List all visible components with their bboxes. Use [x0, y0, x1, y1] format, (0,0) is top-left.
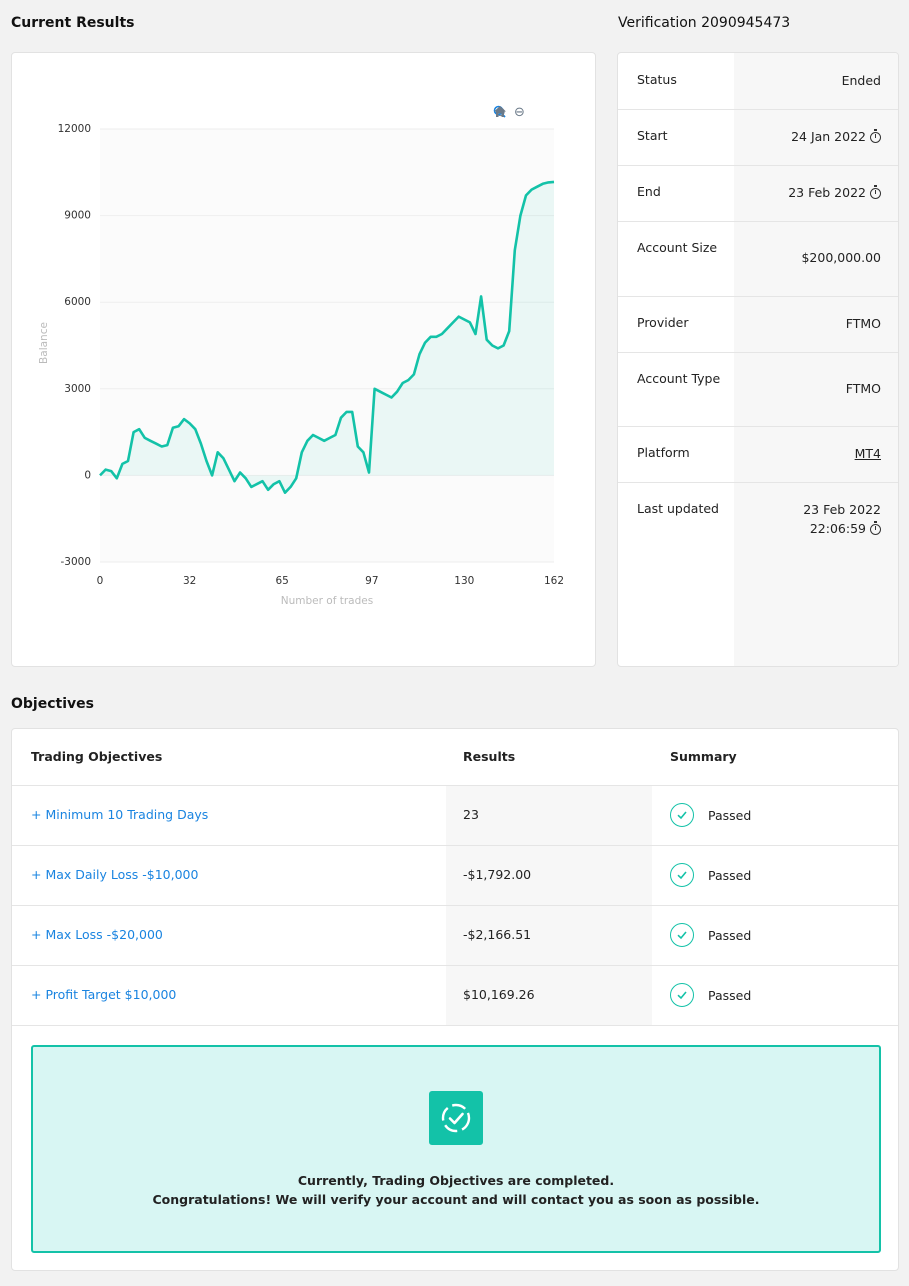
objective-result: -$2,166.51	[463, 927, 532, 942]
success-message-box: Currently, Trading Objectives are comple…	[31, 1045, 881, 1253]
account-size-value: $200,000.00	[801, 250, 881, 265]
header-summary: Summary	[670, 749, 737, 764]
objective-result: 23	[463, 807, 479, 822]
objective-max-loss[interactable]: + Max Loss -$20,000	[31, 927, 163, 942]
x-tick-label: 32	[183, 575, 196, 587]
verif-row-account-size: Account Size $200,000.00	[618, 222, 898, 297]
success-line-2: Congratulations! We will verify your acc…	[152, 1192, 760, 1207]
balance-chart: 12000 9000 6000 3000 0 -3000 0 32 65 97 130 162 Nu…	[38, 123, 564, 607]
x-tick-label: 65	[275, 575, 288, 587]
home-icon[interactable]	[494, 105, 565, 120]
verif-row-end: End 23 Feb 2022	[618, 166, 898, 222]
verif-row-start: Start 24 Jan 2022	[618, 110, 898, 166]
y-tick-label: 12000	[58, 123, 91, 135]
summary-status: Passed	[708, 807, 752, 823]
check-circle-icon	[670, 863, 694, 887]
timer-icon	[870, 129, 881, 143]
header-results: Results	[463, 749, 516, 764]
check-circle-icon	[670, 803, 694, 827]
objective-result: $10,169.26	[463, 987, 535, 1002]
verif-row-platform: Platform MT4	[618, 427, 898, 483]
account-size-label: Account Size	[637, 240, 718, 255]
objectives-title: Objectives	[11, 696, 94, 712]
provider-label: Provider	[637, 315, 689, 330]
account-type-value: FTMO	[845, 381, 881, 396]
verification-card: Status Ended Start 24 Jan 2022 End 23 Fe…	[617, 52, 899, 667]
x-tick-label: 130	[454, 575, 474, 587]
start-label: Start	[637, 128, 668, 143]
summary-status: Passed	[708, 987, 752, 1003]
objective-profit-target[interactable]: + Profit Target $10,000	[31, 987, 177, 1002]
provider-value: FTMO	[845, 316, 881, 331]
summary-status: Passed	[708, 867, 752, 883]
verification-title: Verification 2090945473	[618, 15, 791, 31]
verif-row-last-updated: Last updated 23 Feb 2022 22:06:59	[618, 483, 898, 666]
verif-row-status: Status Ended	[618, 53, 898, 110]
timer-icon	[870, 521, 881, 535]
summary-status: Passed	[708, 927, 752, 943]
platform-label: Platform	[637, 445, 690, 460]
objective-min-trading-days[interactable]: + Minimum 10 Trading Days	[31, 807, 209, 822]
success-line-1: Currently, Trading Objectives are comple…	[297, 1173, 615, 1188]
header-trading-objectives: Trading Objectives	[31, 749, 163, 764]
status-value: Ended	[841, 73, 881, 88]
objectives-table-header: Trading Objectives Results Summary	[12, 729, 898, 786]
status-label: Status	[637, 72, 677, 87]
y-tick-label: 3000	[64, 383, 91, 395]
end-value: 23 Feb 2022	[788, 185, 866, 200]
chart-toolbar: ⊕ ⊖	[493, 105, 565, 120]
last-updated-date: 23 Feb 2022	[803, 502, 881, 517]
account-type-label: Account Type	[637, 371, 721, 386]
objective-max-daily-loss[interactable]: + Max Daily Loss -$10,000	[31, 867, 199, 882]
start-value: 24 Jan 2022	[791, 129, 866, 144]
y-tick-label: 0	[84, 469, 91, 481]
x-axis-label: Number of trades	[281, 595, 373, 607]
verif-row-account-type: Account Type FTMO	[618, 353, 898, 427]
y-tick-label: 9000	[64, 210, 91, 222]
y-tick-label: -3000	[60, 556, 91, 568]
last-updated-time: 22:06:59	[809, 521, 866, 536]
zoom-out-icon[interactable]: ⊖	[514, 105, 525, 120]
table-row: + Max Daily Loss -$10,000 -$1,792.00 Pas…	[12, 846, 898, 906]
table-row: + Max Loss -$20,000 -$2,166.51 Passed	[12, 906, 898, 966]
x-tick-label: 97	[365, 575, 378, 587]
end-label: End	[637, 184, 661, 199]
current-results-title: Current Results	[11, 15, 135, 31]
y-axis-label: Balance	[38, 322, 50, 364]
badge-check-icon	[429, 1091, 483, 1145]
table-row: + Profit Target $10,000 $10,169.26 Passe…	[12, 966, 898, 1026]
objective-result: -$1,792.00	[463, 867, 532, 882]
balance-line	[99, 180, 555, 494]
x-tick-label: 162	[544, 575, 564, 587]
balance-area	[100, 181, 554, 493]
x-tick-label: 0	[97, 575, 104, 587]
plot-background	[100, 129, 554, 562]
objectives-card: Trading Objectives Results Summary + Min…	[11, 728, 899, 1271]
timer-icon	[870, 185, 881, 199]
check-circle-icon	[670, 983, 694, 1007]
check-circle-icon	[670, 923, 694, 947]
platform-link[interactable]: MT4	[854, 446, 881, 461]
y-tick-label: 6000	[64, 296, 91, 308]
table-row: + Minimum 10 Trading Days 23 Passed	[12, 786, 898, 846]
chart-card: ⊕ ⊖ 12000 9000 6000 3000 0 -3000 0 32 65 97 130 16…	[11, 52, 596, 667]
last-updated-label: Last updated	[637, 501, 719, 516]
verif-row-provider: Provider FTMO	[618, 297, 898, 353]
